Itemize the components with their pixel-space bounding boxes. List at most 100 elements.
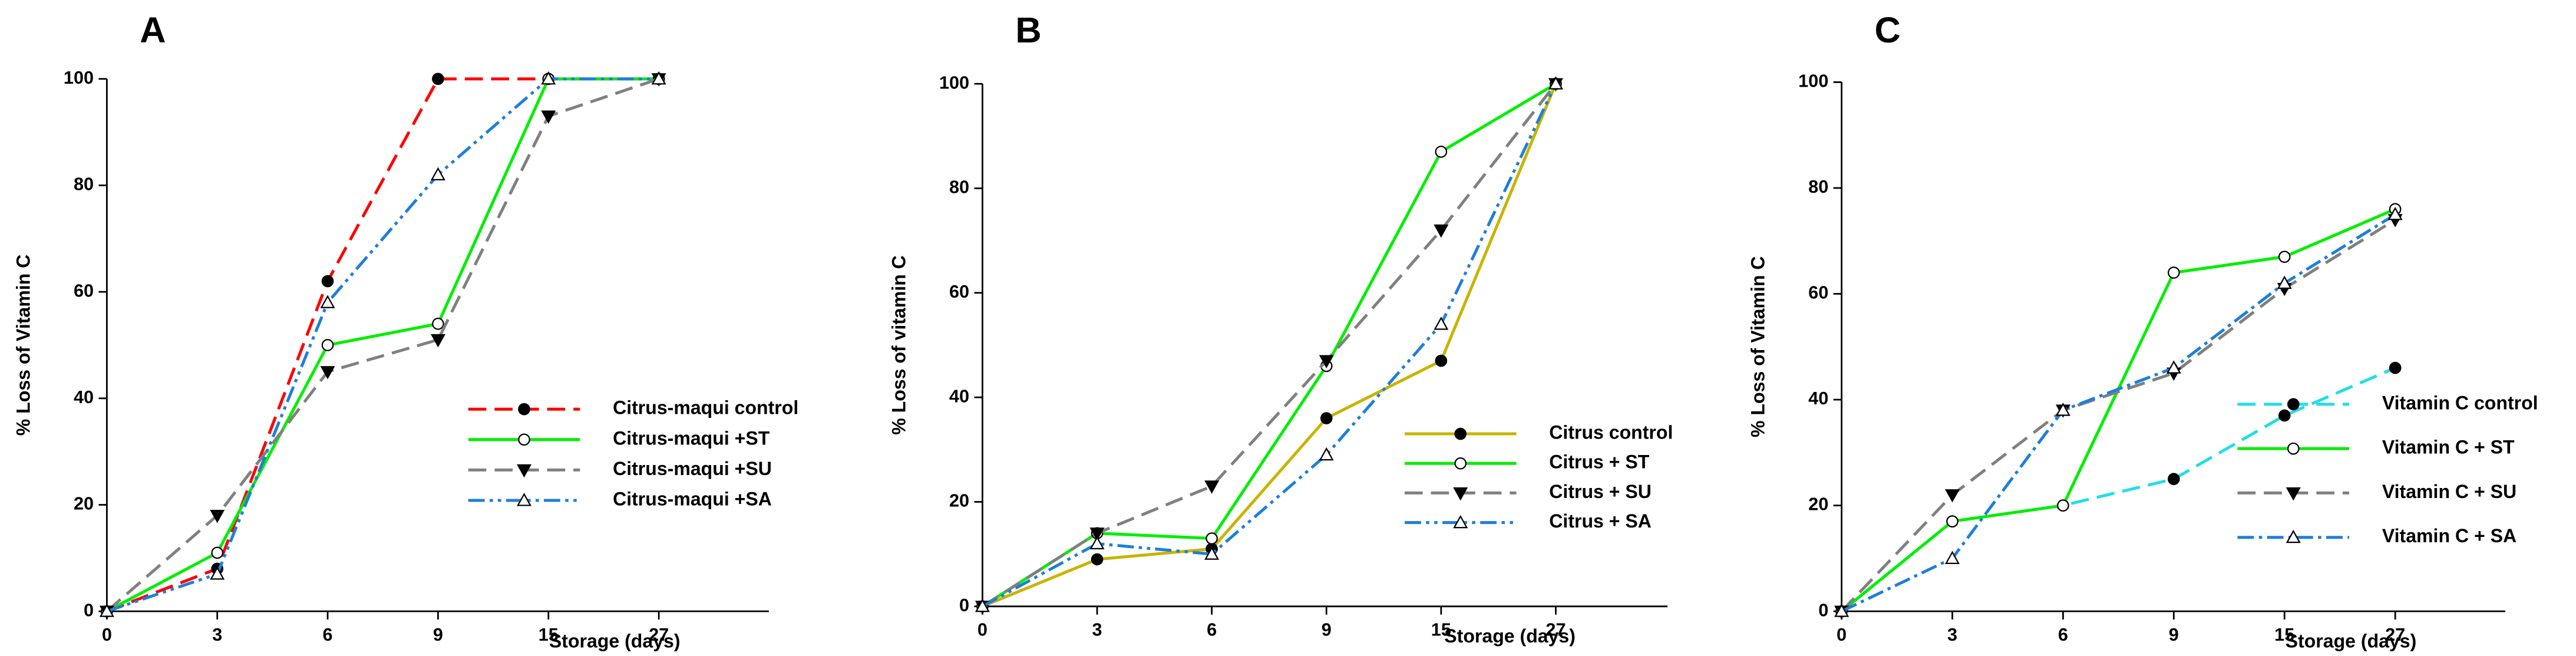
legend-label: Vitamin C + ST xyxy=(2382,437,2515,458)
y-tick-label: 100 xyxy=(1798,71,1828,91)
marker xyxy=(1453,515,1468,529)
marker xyxy=(211,546,224,559)
marker xyxy=(2278,250,2291,263)
series-line xyxy=(106,77,659,613)
marker xyxy=(2057,499,2069,512)
x-tick-label: 9 xyxy=(433,625,443,645)
marker xyxy=(321,275,334,288)
y-tick-label: 40 xyxy=(1808,388,1828,408)
marker xyxy=(1453,487,1468,501)
marker xyxy=(1945,489,1960,503)
y-tick-label: 80 xyxy=(74,174,94,195)
legend-label: Citrus + SA xyxy=(1549,510,1652,532)
y-tick-label: 0 xyxy=(1818,600,1828,620)
marker xyxy=(1454,427,1467,440)
x-axis-label: Storage (days) xyxy=(549,631,681,652)
marker xyxy=(99,604,114,617)
series-line xyxy=(982,83,1557,608)
marker xyxy=(430,167,445,181)
y-tick-label: 100 xyxy=(939,72,969,93)
marker xyxy=(1319,355,1334,368)
marker xyxy=(651,71,666,85)
x-tick-label: 6 xyxy=(323,625,333,645)
marker xyxy=(975,598,990,612)
marker xyxy=(1204,480,1220,494)
x-tick-label: 15 xyxy=(2274,625,2294,645)
legend-label: Vitamin C control xyxy=(2382,392,2538,413)
series-line xyxy=(982,83,1557,608)
marker xyxy=(541,71,556,85)
marker xyxy=(432,318,444,330)
x-tick-label: 3 xyxy=(1092,620,1102,640)
marker xyxy=(1434,224,1449,238)
y-tick-label: 40 xyxy=(949,386,969,406)
marker xyxy=(2286,529,2301,543)
y-tick-label: 100 xyxy=(64,68,94,88)
x-tick-label: 3 xyxy=(1947,625,1957,645)
marker xyxy=(517,493,532,506)
y-tick-label: 20 xyxy=(74,494,94,514)
marker xyxy=(430,334,445,348)
x-tick-label: 9 xyxy=(2169,625,2179,645)
marker xyxy=(1434,317,1449,330)
marker xyxy=(1091,553,1104,566)
series-line xyxy=(1841,213,2396,613)
x-axis-label: Storage (days) xyxy=(1444,625,1576,647)
legend-label: Citrus + ST xyxy=(1549,451,1649,473)
marker xyxy=(1320,412,1333,424)
y-axis-label: % Loss of vitamin C xyxy=(888,255,909,434)
marker xyxy=(2287,398,2300,411)
panel-title: A xyxy=(140,9,166,50)
x-tick-label: 15 xyxy=(1431,620,1451,640)
legend-label: Vitamin C + SA xyxy=(2382,525,2516,546)
series-line xyxy=(106,77,659,613)
marker xyxy=(2166,360,2181,374)
x-tick-label: 9 xyxy=(1322,620,1332,640)
marker xyxy=(210,509,225,523)
series-line xyxy=(982,83,1557,608)
marker xyxy=(321,339,334,351)
y-tick-label: 80 xyxy=(949,177,969,197)
marker xyxy=(541,110,556,124)
legend-label: Citrus-maqui +SU xyxy=(613,458,772,479)
marker xyxy=(1435,354,1448,367)
x-axis-label: Storage (days) xyxy=(2286,631,2417,652)
x-tick-label: 27 xyxy=(1545,620,1566,640)
marker xyxy=(1089,528,1105,541)
marker xyxy=(2278,409,2291,422)
marker xyxy=(1834,604,1850,617)
marker xyxy=(320,295,335,308)
series-line xyxy=(1840,207,2396,613)
marker xyxy=(2168,473,2180,486)
x-tick-label: 0 xyxy=(977,620,988,640)
x-tick-label: 6 xyxy=(1207,620,1217,640)
marker xyxy=(1454,457,1467,470)
marker xyxy=(320,366,335,380)
marker xyxy=(518,403,530,416)
marker xyxy=(1946,515,1959,528)
panel-title: B xyxy=(1015,9,1041,50)
y-tick-label: 0 xyxy=(959,595,969,615)
marker xyxy=(517,464,532,478)
y-tick-label: 60 xyxy=(1808,283,1828,303)
legend-label: Citrus-maqui +ST xyxy=(613,427,770,449)
x-tick-label: 27 xyxy=(2385,625,2405,645)
marker xyxy=(1206,532,1218,545)
marker xyxy=(2286,487,2301,501)
y-tick-label: 0 xyxy=(84,600,94,620)
series-line xyxy=(106,77,659,613)
marker xyxy=(2055,403,2070,416)
y-tick-label: 60 xyxy=(74,281,94,301)
marker xyxy=(1089,536,1105,549)
marker xyxy=(432,72,444,85)
y-tick-label: 20 xyxy=(949,491,969,511)
legend-label: Vitamin C + SU xyxy=(2382,481,2516,502)
legend-label: Citrus control xyxy=(1549,422,1673,443)
marker xyxy=(1435,146,1448,158)
marker xyxy=(1945,550,1960,564)
x-tick-label: 27 xyxy=(649,625,669,645)
